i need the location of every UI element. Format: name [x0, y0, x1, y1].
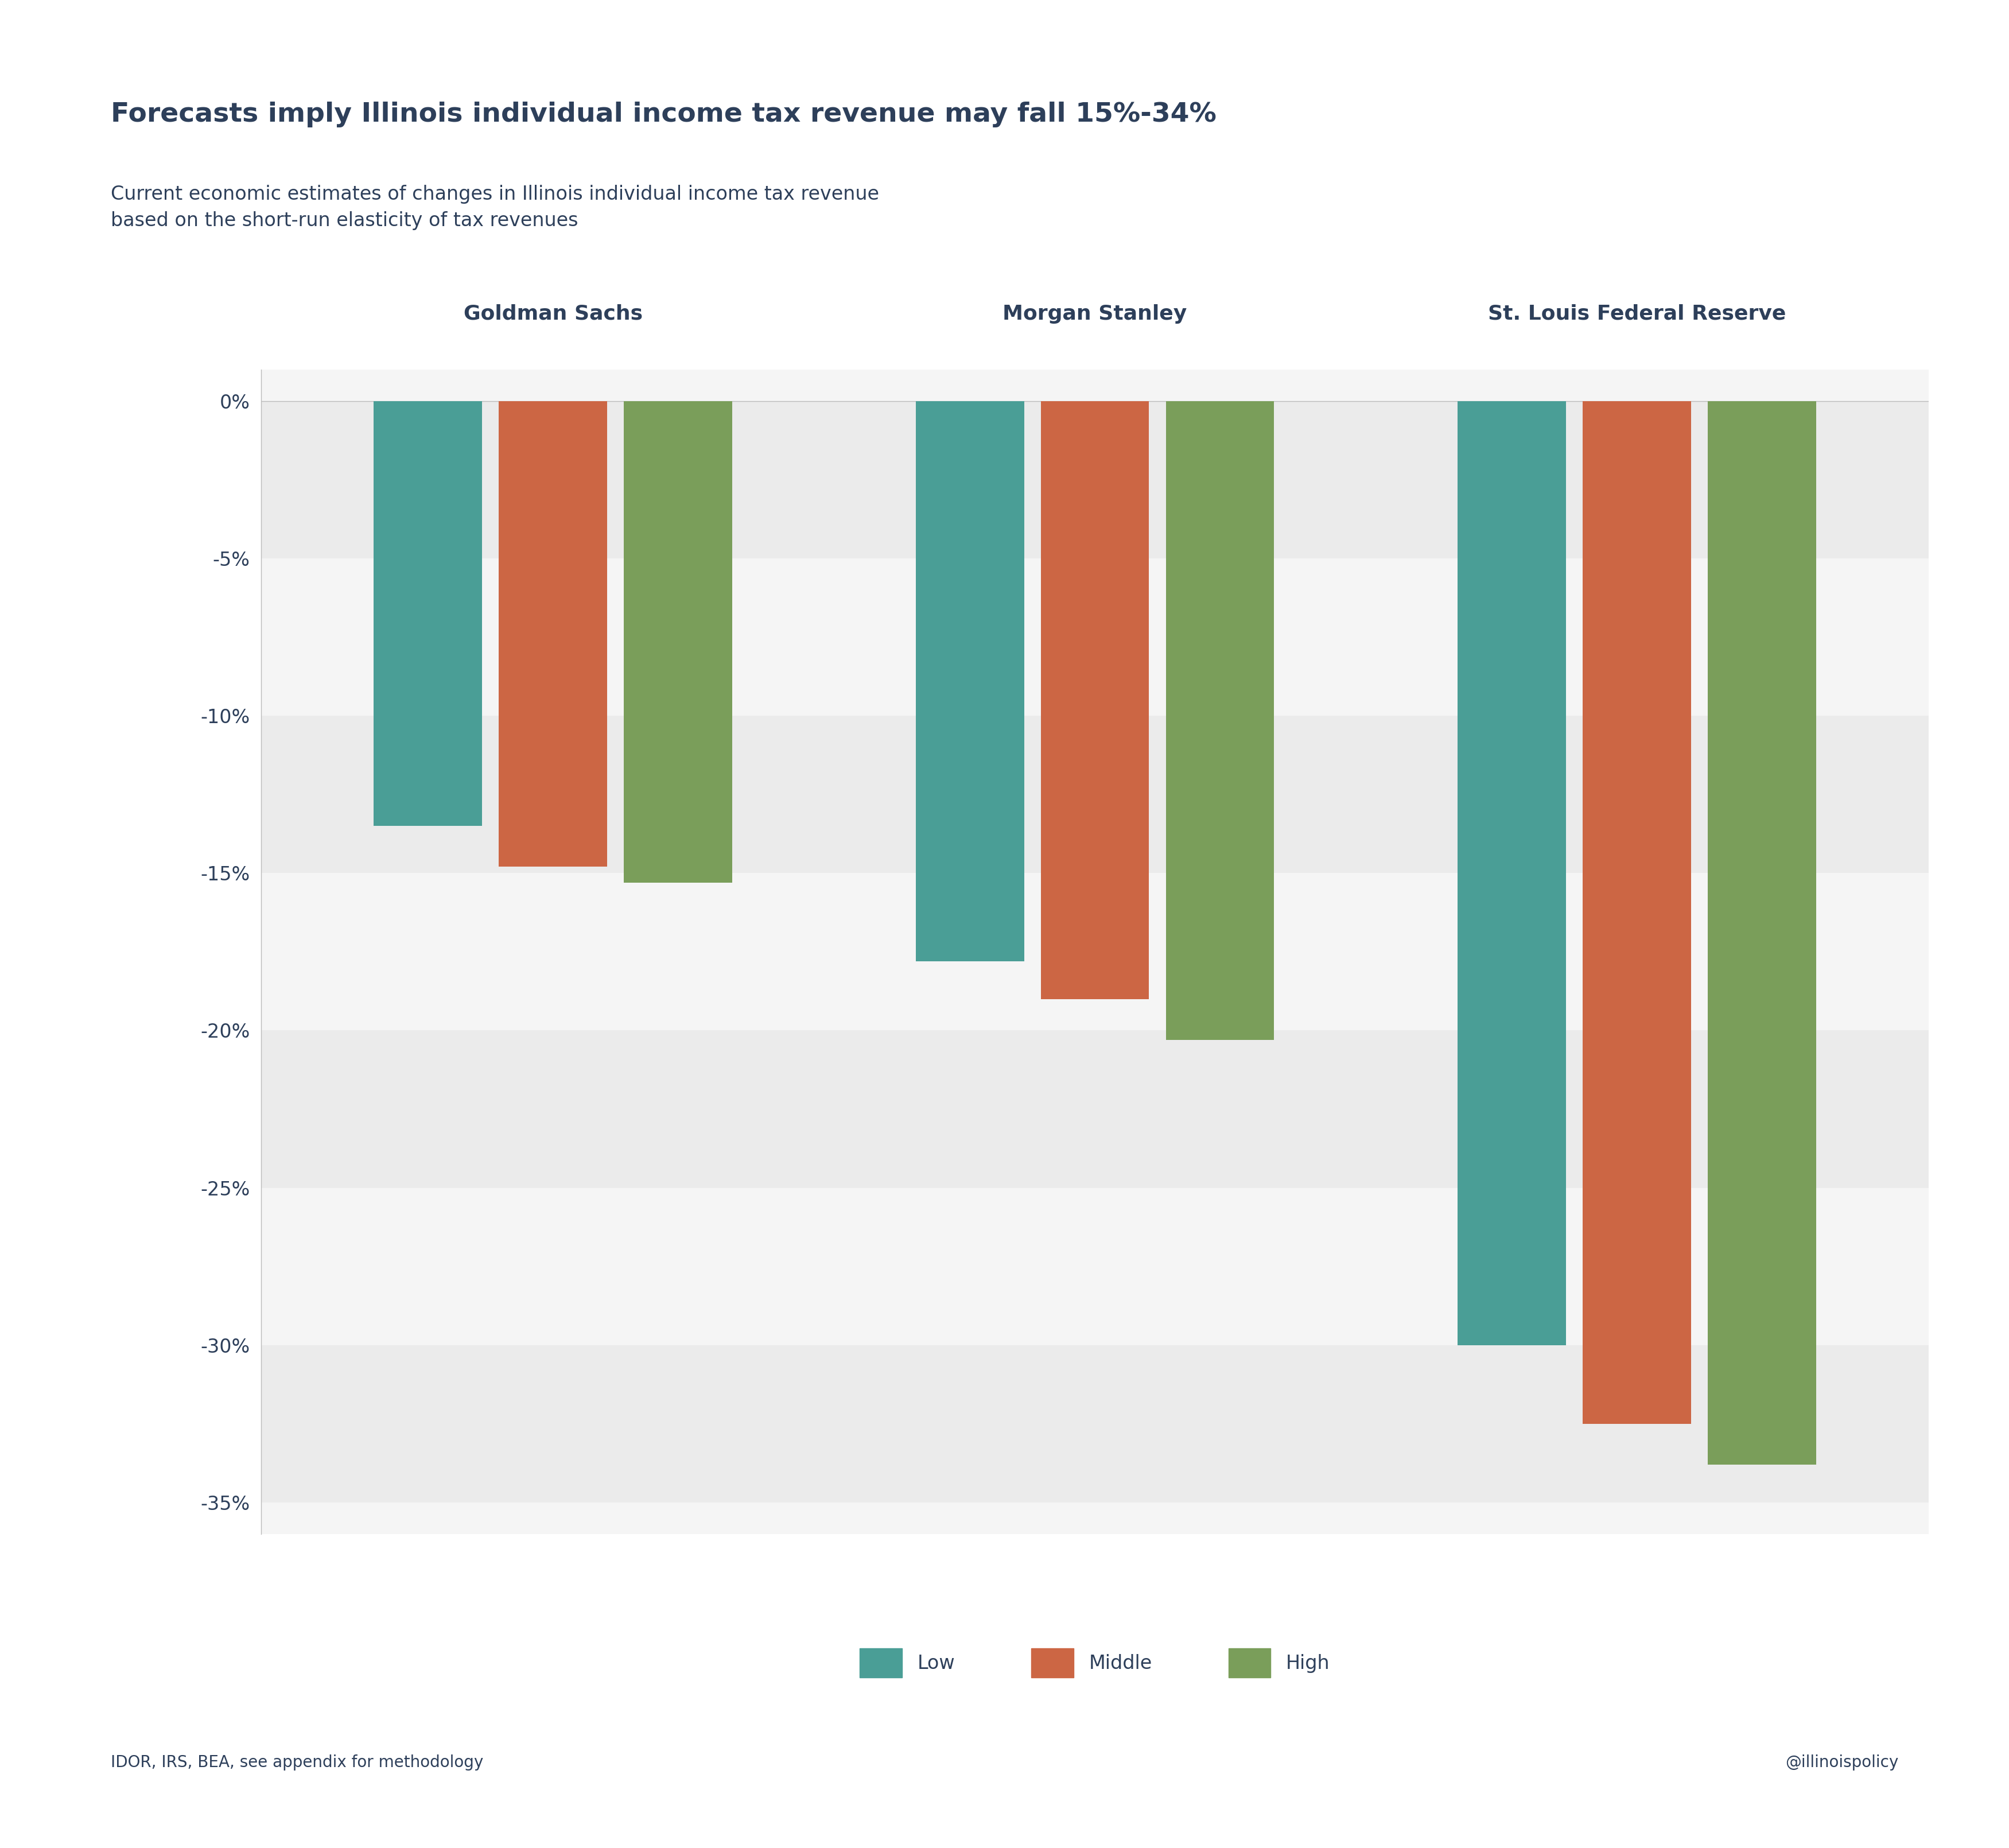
Bar — [1165, 401, 1274, 1040]
Legend: Low, Middle, High: Low, Middle, High — [860, 1648, 1330, 1678]
Bar — [625, 401, 731, 883]
Bar — [261, 558, 1929, 715]
Bar — [1459, 401, 1565, 1345]
Text: @illinoispolicy: @illinoispolicy — [1786, 1754, 1899, 1770]
Text: Forecasts imply Illinois individual income tax revenue may fall 15%-34%: Forecasts imply Illinois individual inco… — [110, 102, 1215, 128]
Bar — [261, 715, 1929, 872]
Text: St. Louis Federal Reserve: St. Louis Federal Reserve — [1489, 303, 1786, 323]
Text: Morgan Stanley: Morgan Stanley — [1002, 303, 1187, 323]
Bar — [261, 1188, 1929, 1345]
Text: Current economic estimates of changes in Illinois individual income tax revenue
: Current economic estimates of changes in… — [110, 185, 878, 231]
Text: Goldman Sachs: Goldman Sachs — [464, 303, 643, 323]
Bar — [261, 401, 1929, 558]
Bar — [1708, 401, 1816, 1465]
Bar — [1583, 401, 1692, 1423]
Bar — [1041, 401, 1149, 1000]
Bar — [374, 401, 482, 826]
Bar — [916, 401, 1025, 961]
Bar — [498, 401, 607, 867]
Bar — [261, 1031, 1929, 1188]
Text: IDOR, IRS, BEA, see appendix for methodology: IDOR, IRS, BEA, see appendix for methodo… — [110, 1754, 482, 1770]
Bar — [261, 1345, 1929, 1502]
Bar — [261, 872, 1929, 1031]
